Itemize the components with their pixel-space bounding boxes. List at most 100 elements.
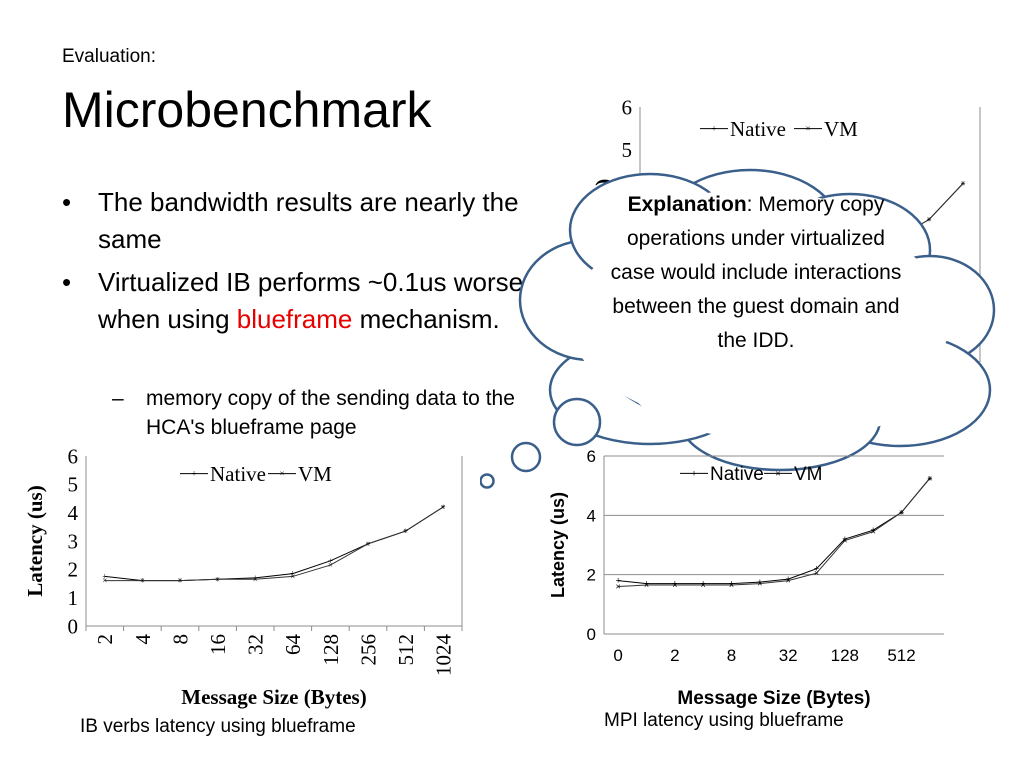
y-tick-label: 4 [587,506,596,525]
data-point-native: + [842,534,847,544]
bullet-item: • Virtualized IB performs ~0.1us worse wh… [62,264,542,338]
sub-bullet-item: – memory copy of the sending data to the … [112,384,552,442]
thought-bubble-medium [510,441,542,473]
data-point-vm: × [927,473,932,483]
cloud-fill [630,330,930,440]
data-point-native: + [253,573,258,583]
slide-subtitle: Evaluation: [62,46,157,67]
thought-cloud [480,168,996,489]
data-point-vm: × [729,580,734,590]
data-point-vm: × [960,179,965,189]
y-tick-label: 3 [68,529,79,553]
bullet-text-post: mechanism. [352,304,500,334]
data-point-vm: × [926,215,931,225]
cloud-fill [600,190,900,330]
data-point-vm: × [842,536,847,546]
series-line-native [618,477,931,585]
callout-text: Explanation: Memory copy operations unde… [606,188,906,358]
legend-label: VM [824,117,858,141]
x-tick-label: 4 [131,634,155,645]
x-tick-label: 32 [244,634,268,655]
thought-bubble-large [552,397,602,447]
callout-body: : Memory copy operations under virtualiz… [610,193,902,352]
data-point-vm: × [215,574,220,584]
data-point-native: + [328,556,333,566]
series-line-vm [618,477,931,588]
legend-label: VM [794,464,823,485]
legend-label: VM [298,462,332,486]
bullet-glyph: • [62,267,72,297]
x-tick-label: 8 [168,634,192,645]
y-tick-label: 6 [587,447,596,466]
y-tick-label: 2 [587,566,596,585]
bullet-text-pre: Virtualized IB performs ~0.1us worse whe… [98,267,524,334]
data-point-native: + [616,576,621,586]
series-line-native [104,506,444,582]
legend-marker: + [691,468,696,478]
callout-bold: Explanation [627,193,747,216]
bullet-item: • The bandwidth results are nearly the sa… [62,184,542,258]
y-tick-label: 5 [68,473,79,497]
y-tick-label: 1 [68,586,79,610]
data-point-vm: × [899,507,904,517]
legend-label: Native [710,464,764,485]
x-tick-label: 512 [887,646,915,665]
x-axis-title: Message Size (Bytes) [677,688,870,709]
data-point-vm: × [102,576,107,586]
y-tick-label: 2 [68,558,79,582]
legend-marker: + [711,124,716,134]
series-line-vm [104,506,444,582]
data-point-vm: × [365,539,370,549]
x-tick-label: 256 [356,634,380,666]
data-point-vm: × [644,580,649,590]
legend-marker: × [805,124,810,134]
bullet-list: • The bandwidth results are nearly the sa… [62,184,542,338]
x-tick-label: 64 [281,634,305,656]
y-tick-label: 0 [68,614,79,638]
x-tick-label: 0 [613,646,622,665]
data-point-vm: × [290,571,295,581]
data-point-vm: × [177,576,182,586]
data-point-native: + [814,564,819,574]
x-axis-title: Message Size (Bytes) [181,685,366,709]
y-axis-title: Latency (us) [548,492,568,598]
data-point-vm: × [672,580,677,590]
dash-glyph: – [112,387,124,410]
x-tick-label: 2 [670,646,679,665]
data-point-vm: × [757,579,762,589]
data-point-native: + [757,577,762,587]
chart2-caption: MPI latency using blueframe [604,710,844,731]
data-point-vm: × [814,568,819,578]
x-tick-label: 16 [206,634,230,655]
sub-bullet-list: – memory copy of the sending data to the … [112,384,552,442]
y-tick-label: 5 [622,138,633,162]
thought-bubble-small [480,473,495,489]
y-tick-label: 4 [68,501,79,525]
bullet-highlight: blueframe [236,304,353,334]
x-tick-label: 128 [831,646,859,665]
x-tick-label: 1024 [432,634,456,677]
x-tick-label: 8 [727,646,736,665]
data-point-native: + [871,525,876,535]
x-tick-label: 32 [779,646,798,665]
chart1-caption: IB verbs latency using blueframe [80,716,356,737]
data-point-native: + [672,579,677,589]
legend-label: Native [730,117,786,141]
y-axis-title: Latency (us) [23,485,47,596]
legend-marker: × [279,469,284,479]
x-tick-label: 512 [394,634,418,666]
sub-bullet-text: memory copy of the sending data to the H… [146,387,515,439]
data-point-native: + [102,571,107,581]
data-point-native: + [927,473,932,483]
data-point-vm: × [140,576,145,586]
bullet-text: The bandwidth results are nearly the sam… [98,187,519,254]
legend-marker: + [191,469,196,479]
data-point-vm: × [441,502,446,512]
legend-label: Native [210,462,266,486]
y-tick-label: 6 [68,444,79,468]
data-point-vm: × [701,580,706,590]
data-point-vm: × [616,582,621,592]
x-tick-label: 128 [319,634,343,666]
y-tick-label: 0 [587,625,596,644]
